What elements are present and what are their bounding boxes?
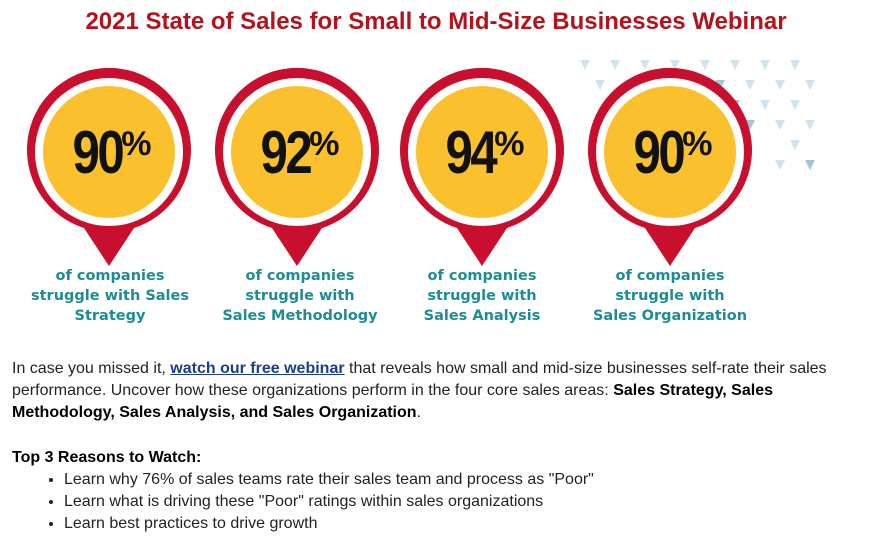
intro-paragraph: In case you missed it, watch our free we… <box>12 360 827 421</box>
stat-caption-3: of companies struggle with Sales Analysi… <box>423 268 541 324</box>
stat-caption-1: of companies struggle with Sales Strateg… <box>31 268 189 324</box>
watch-webinar-link[interactable]: watch our free webinar <box>170 360 345 377</box>
stat-pin-2: 92% <box>212 68 392 268</box>
stat-percentage: 90% <box>632 119 713 186</box>
stat-percentage: 94% <box>444 119 525 186</box>
reasons-list: Learn why 76% of sales teams rate their … <box>12 469 594 535</box>
list-item: Learn why 76% of sales teams rate their … <box>64 469 594 491</box>
page-title: 2021 State of Sales for Small to Mid-Siz… <box>85 8 787 35</box>
stat-pin-1: 90% <box>24 68 204 268</box>
stat-pin-4: 90% <box>585 68 765 268</box>
stat-pin-3: 94% <box>397 68 577 268</box>
stat-percentage: 92% <box>259 119 340 186</box>
map-pin-icon <box>27 68 191 266</box>
list-item: Learn what is driving these "Poor" ratin… <box>64 491 594 513</box>
reasons-heading: Top 3 Reasons to Watch: <box>12 449 202 466</box>
map-pin-icon <box>215 68 379 266</box>
core-sales-areas: Sales Strategy, Sales Methodology, Sales… <box>12 382 773 421</box>
map-pin-icon <box>400 68 564 266</box>
list-item: Learn best practices to drive growth <box>64 513 594 535</box>
stat-percentage: 90% <box>71 119 152 186</box>
stat-caption-4: of companies struggle with Sales Organiz… <box>592 268 748 324</box>
stat-caption-2: of companies struggle with Sales Methodo… <box>222 268 378 324</box>
map-pin-icon <box>588 68 752 266</box>
